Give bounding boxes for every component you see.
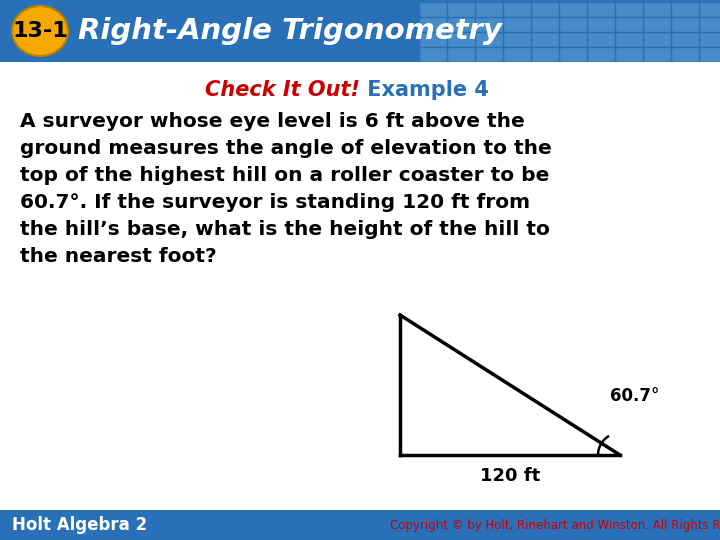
Bar bbox=[476, 48, 502, 61]
Text: Copyright © by Holt, Rinehart and Winston. All Rights Reserved.: Copyright © by Holt, Rinehart and Winsto… bbox=[390, 518, 720, 531]
Bar bbox=[672, 48, 698, 61]
Bar bbox=[476, 3, 502, 16]
Bar bbox=[700, 48, 720, 61]
Text: 13-1: 13-1 bbox=[12, 21, 68, 41]
Bar bbox=[448, 48, 474, 61]
Bar bbox=[644, 18, 670, 31]
Bar bbox=[448, 33, 474, 46]
Bar bbox=[0, 510, 720, 540]
Bar bbox=[532, 33, 558, 46]
Bar bbox=[672, 3, 698, 16]
Bar bbox=[560, 3, 586, 16]
Bar bbox=[420, 3, 446, 16]
Text: the nearest foot?: the nearest foot? bbox=[20, 247, 217, 266]
Bar bbox=[0, 0, 720, 62]
Bar bbox=[476, 18, 502, 31]
Text: Example 4: Example 4 bbox=[360, 80, 489, 100]
Bar bbox=[644, 3, 670, 16]
Bar bbox=[504, 18, 530, 31]
Text: Check It Out!: Check It Out! bbox=[205, 80, 360, 100]
Bar bbox=[532, 18, 558, 31]
Bar bbox=[420, 33, 446, 46]
Bar bbox=[448, 18, 474, 31]
Bar bbox=[700, 33, 720, 46]
Text: 60.7°: 60.7° bbox=[610, 387, 660, 405]
Bar bbox=[560, 33, 586, 46]
Bar bbox=[588, 33, 614, 46]
Text: the hill’s base, what is the height of the hill to: the hill’s base, what is the height of t… bbox=[20, 220, 550, 239]
Text: 120 ft: 120 ft bbox=[480, 467, 540, 485]
Bar bbox=[504, 48, 530, 61]
Bar bbox=[420, 48, 446, 61]
Bar bbox=[532, 3, 558, 16]
Bar bbox=[700, 3, 720, 16]
Text: top of the highest hill on a roller coaster to be: top of the highest hill on a roller coas… bbox=[20, 166, 549, 185]
Bar bbox=[616, 3, 642, 16]
Bar bbox=[644, 48, 670, 61]
Ellipse shape bbox=[12, 6, 68, 56]
Bar bbox=[616, 33, 642, 46]
Bar bbox=[504, 33, 530, 46]
Bar bbox=[588, 48, 614, 61]
Bar bbox=[588, 3, 614, 16]
Bar bbox=[616, 18, 642, 31]
Bar bbox=[476, 33, 502, 46]
Bar bbox=[588, 18, 614, 31]
Bar bbox=[616, 48, 642, 61]
Text: A surveyor whose eye level is 6 ft above the: A surveyor whose eye level is 6 ft above… bbox=[20, 112, 525, 131]
Text: 60.7°. If the surveyor is standing 120 ft from: 60.7°. If the surveyor is standing 120 f… bbox=[20, 193, 530, 212]
Bar bbox=[672, 18, 698, 31]
Text: Right-Angle Trigonometry: Right-Angle Trigonometry bbox=[78, 17, 502, 45]
Bar bbox=[504, 3, 530, 16]
Bar bbox=[700, 18, 720, 31]
Bar bbox=[644, 33, 670, 46]
Text: Holt Algebra 2: Holt Algebra 2 bbox=[12, 516, 147, 534]
Bar bbox=[560, 18, 586, 31]
Text: ground measures the angle of elevation to the: ground measures the angle of elevation t… bbox=[20, 139, 552, 158]
Bar bbox=[560, 48, 586, 61]
Bar bbox=[420, 18, 446, 31]
Bar bbox=[532, 48, 558, 61]
Bar bbox=[448, 3, 474, 16]
Bar bbox=[672, 33, 698, 46]
